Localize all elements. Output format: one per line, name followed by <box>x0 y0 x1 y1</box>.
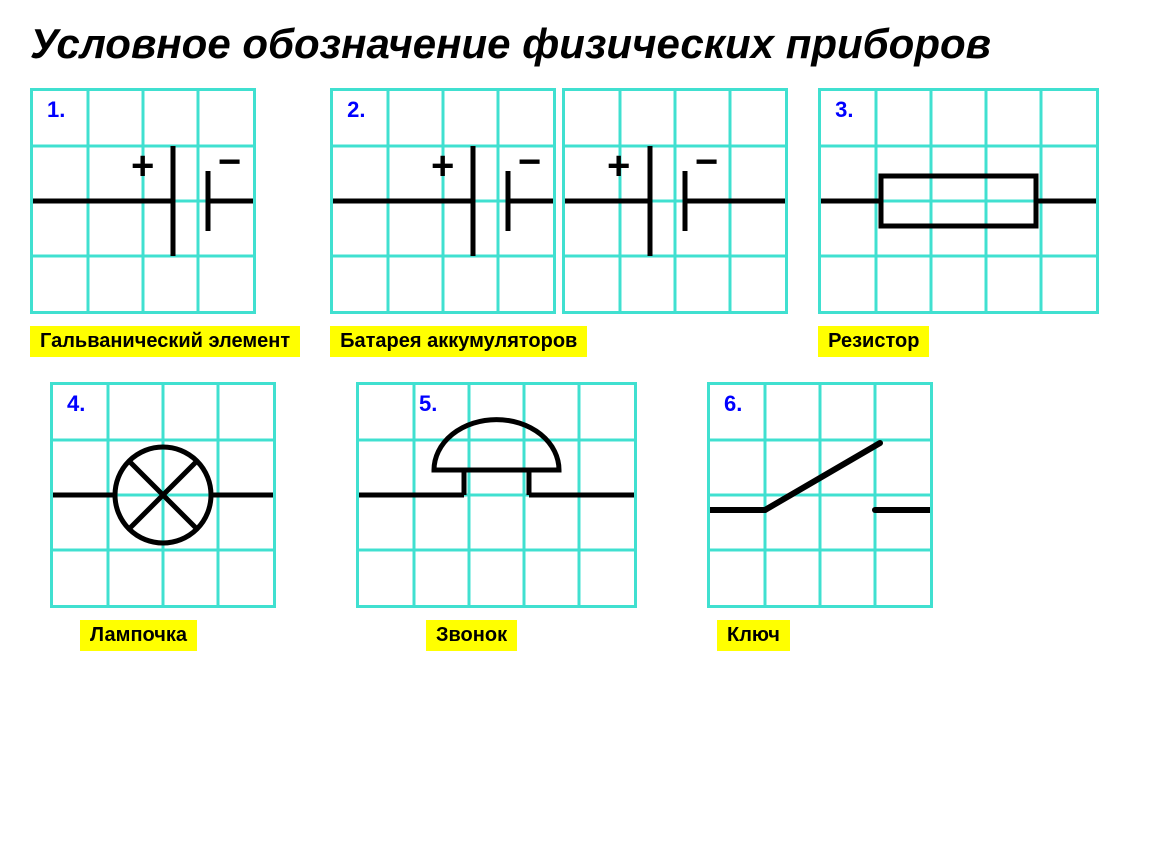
svg-text:+: + <box>607 144 630 188</box>
symbol-box-4: 4. <box>50 382 276 608</box>
svg-text:−: − <box>218 140 241 184</box>
number-label-2: 2. <box>347 97 365 123</box>
caption-5: Звонок <box>426 620 517 651</box>
resistor-icon <box>821 91 1096 311</box>
symbol-box-5: 5. <box>356 382 637 608</box>
symbol-box-6: 6. <box>707 382 933 608</box>
number-label-6: 6. <box>724 391 742 417</box>
symbol-box-1: 1. + − <box>30 88 256 314</box>
row-1: 1. + − <box>30 88 1120 357</box>
item-bell: 5. <box>356 382 637 651</box>
item-lamp: 4. Лампочка <box>50 382 276 651</box>
svg-text:−: − <box>695 140 718 184</box>
battery-cell-icon: + − <box>333 91 553 311</box>
page-title: Условное обозначение физических приборов <box>30 20 1120 68</box>
caption-3: Резистор <box>818 326 929 357</box>
galvanic-cell-icon: + − <box>33 91 253 311</box>
item-resistor: 3. Резистор <box>818 88 1099 357</box>
number-label-4: 4. <box>67 391 85 417</box>
number-label-5: 5. <box>419 391 437 417</box>
svg-text:+: + <box>431 144 454 188</box>
caption-2: Батарея аккумуляторов <box>330 326 587 357</box>
lamp-icon <box>53 385 273 605</box>
number-label-3: 3. <box>835 97 853 123</box>
symbol-box-2a: 2. + <box>330 88 556 314</box>
row-2: 4. Лампочка <box>30 382 1120 651</box>
item-switch: 6. Ключ <box>707 382 933 651</box>
bell-icon <box>359 385 634 605</box>
symbol-box-3: 3. <box>818 88 1099 314</box>
item-galvanic-cell: 1. + − <box>30 88 300 357</box>
caption-1: Гальванический элемент <box>30 326 300 357</box>
switch-icon <box>710 385 930 605</box>
caption-4: Лампочка <box>80 620 197 651</box>
number-label-1: 1. <box>47 97 65 123</box>
battery-cell-icon-2: + − <box>565 91 785 311</box>
item-battery: 2. + <box>330 88 788 357</box>
caption-6: Ключ <box>717 620 790 651</box>
symbol-box-2b: + − <box>562 88 788 314</box>
svg-text:+: + <box>131 144 154 188</box>
svg-text:−: − <box>518 140 541 184</box>
